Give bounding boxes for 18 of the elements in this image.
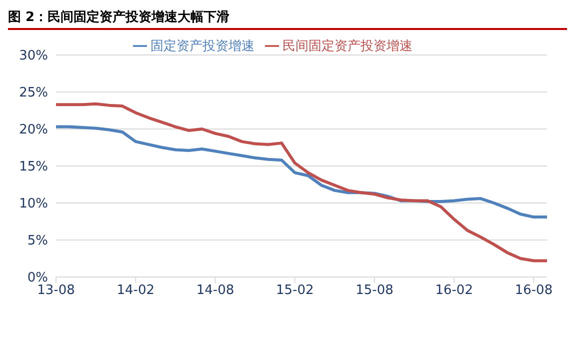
y-tick-label: 0% (27, 270, 48, 286)
y-tick-label: 15% (19, 160, 48, 175)
y-tick-label: 10% (19, 196, 48, 212)
y-tick-label: 5% (27, 234, 48, 249)
x-tick-label: 13-08 (37, 283, 75, 298)
line-series (56, 102, 547, 262)
x-tick-label: 14-08 (196, 283, 234, 298)
x-tick-label: 16-08 (514, 283, 553, 298)
chart-title: 图 2：民间固定资产投资增速大幅下滑 (8, 8, 567, 30)
y-tick-label: 30% (19, 48, 48, 64)
legend-label: 固定资产投资增速 (150, 39, 254, 54)
x-tick-label: 16-02 (435, 283, 473, 298)
legend-label: 民间固定资产投资增速 (282, 39, 412, 54)
y-tick-label: 25% (19, 86, 48, 101)
x-tick-label: 14-02 (116, 283, 155, 298)
x-tick-label: 15-08 (356, 283, 394, 298)
x-tick-label: 15-02 (276, 283, 314, 298)
y-tick-label: 20% (19, 122, 48, 138)
